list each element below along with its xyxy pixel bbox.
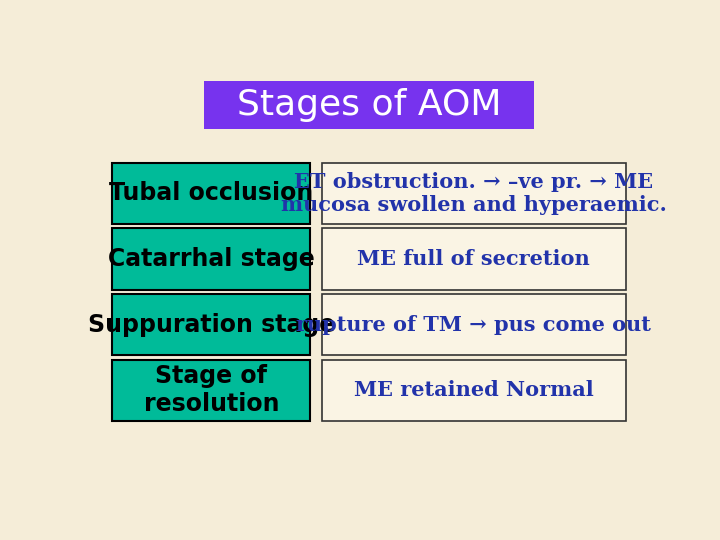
Text: Tubal occlusion: Tubal occlusion	[109, 181, 313, 205]
Text: Stages of AOM: Stages of AOM	[237, 89, 501, 123]
FancyBboxPatch shape	[112, 294, 310, 355]
FancyBboxPatch shape	[322, 163, 626, 224]
Text: ME retained Normal: ME retained Normal	[354, 380, 593, 400]
Text: Catarrhal stage: Catarrhal stage	[108, 247, 315, 271]
Text: ET obstruction. → –ve pr. → ME
mucosa swollen and hyperaemic.: ET obstruction. → –ve pr. → ME mucosa sw…	[281, 172, 667, 215]
FancyBboxPatch shape	[112, 228, 310, 290]
Text: rupture of TM → pus come out: rupture of TM → pus come out	[296, 315, 651, 335]
FancyBboxPatch shape	[112, 163, 310, 224]
FancyBboxPatch shape	[322, 294, 626, 355]
FancyBboxPatch shape	[204, 82, 534, 129]
FancyBboxPatch shape	[322, 228, 626, 290]
Text: Stage of
resolution: Stage of resolution	[143, 364, 279, 416]
Text: ME full of secretion: ME full of secretion	[357, 249, 590, 269]
Text: Suppuration stage: Suppuration stage	[88, 313, 335, 336]
FancyBboxPatch shape	[112, 360, 310, 421]
FancyBboxPatch shape	[322, 360, 626, 421]
